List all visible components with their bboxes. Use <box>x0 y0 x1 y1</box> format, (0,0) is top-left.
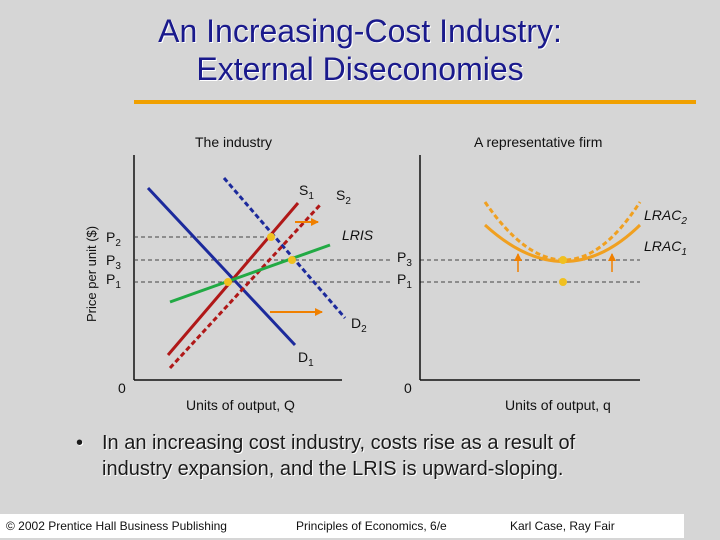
firm-lrac1-min-point <box>559 278 567 286</box>
industry-p1-label: P1 <box>106 271 121 291</box>
s2-curve <box>168 203 322 370</box>
bullet-text: In an increasing cost industry, costs ri… <box>102 432 576 480</box>
lrac1-label: LRAC1 <box>644 238 687 258</box>
footer-authors: Karl Case, Ray Fair <box>510 519 615 533</box>
firm-origin: 0 <box>404 380 412 396</box>
bullet-marker: • <box>76 432 84 454</box>
title-underline <box>134 100 696 104</box>
s2-label: S2 <box>336 187 351 207</box>
new-long-run-equilibrium-point <box>288 256 296 264</box>
d2-label: D2 <box>351 315 367 335</box>
industry-p3-label: P3 <box>106 252 121 272</box>
firm-p1-label: P1 <box>397 271 412 291</box>
s1-label: S1 <box>299 182 314 202</box>
firm-panel-title: A representative firm <box>474 134 602 150</box>
industry-origin: 0 <box>118 380 126 396</box>
d1-label: D1 <box>298 349 314 369</box>
lrac2-curve <box>483 201 642 262</box>
d2-curve <box>222 177 347 319</box>
firm-lrac2-min-point <box>559 256 567 264</box>
firm-x-axis-label: Units of output, q <box>505 397 611 413</box>
title-line-1: An Increasing-Cost Industry: <box>158 13 562 49</box>
short-run-equilibrium-point <box>267 233 275 241</box>
industry-panel-title: The industry <box>195 134 272 150</box>
industry-p2-label: P2 <box>106 229 121 249</box>
slide-title: An Increasing-Cost Industry: External Di… <box>0 12 720 88</box>
initial-equilibrium-point <box>224 278 232 286</box>
lris-curve <box>169 243 331 304</box>
industry-x-axis-label: Units of output, Q <box>186 397 295 413</box>
industry-y-axis-label: Price per unit ($) <box>84 226 99 322</box>
footer-bar: © 2002 Prentice Hall Business Publishing… <box>0 514 684 538</box>
title-line-2: External Diseconomies <box>196 51 524 87</box>
footer-copyright: © 2002 Prentice Hall Business Publishing <box>6 519 227 533</box>
lrac2-label: LRAC2 <box>644 207 687 227</box>
d1-curve <box>146 186 297 347</box>
footer-book: Principles of Economics, 6/e <box>296 519 447 533</box>
lris-label: LRIS <box>342 227 374 243</box>
firm-p3-label: P3 <box>397 249 412 269</box>
